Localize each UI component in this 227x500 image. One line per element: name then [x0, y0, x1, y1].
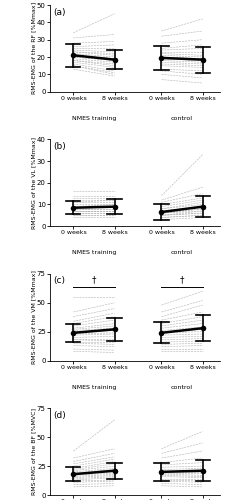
Text: control: control [171, 250, 193, 256]
Y-axis label: RMS-EMG of the BF [%MVC]: RMS-EMG of the BF [%MVC] [32, 408, 37, 495]
Text: (d): (d) [53, 411, 66, 420]
Text: control: control [171, 116, 193, 121]
Text: NMES training: NMES training [72, 385, 116, 390]
Text: (a): (a) [53, 8, 66, 16]
Y-axis label: RMS-EMG of the VL [%Mmax]: RMS-EMG of the VL [%Mmax] [32, 137, 37, 229]
Text: NMES training: NMES training [72, 116, 116, 121]
Text: (b): (b) [53, 142, 66, 151]
Y-axis label: RMS-EMG of the RF [%Mmax]: RMS-EMG of the RF [%Mmax] [32, 2, 37, 94]
Text: †: † [92, 276, 96, 284]
Text: (c): (c) [53, 276, 65, 285]
Text: control: control [171, 385, 193, 390]
Text: NMES training: NMES training [72, 250, 116, 256]
Y-axis label: RMS-EMG of the VM [%Mmax]: RMS-EMG of the VM [%Mmax] [32, 270, 37, 364]
Text: †: † [180, 276, 184, 284]
